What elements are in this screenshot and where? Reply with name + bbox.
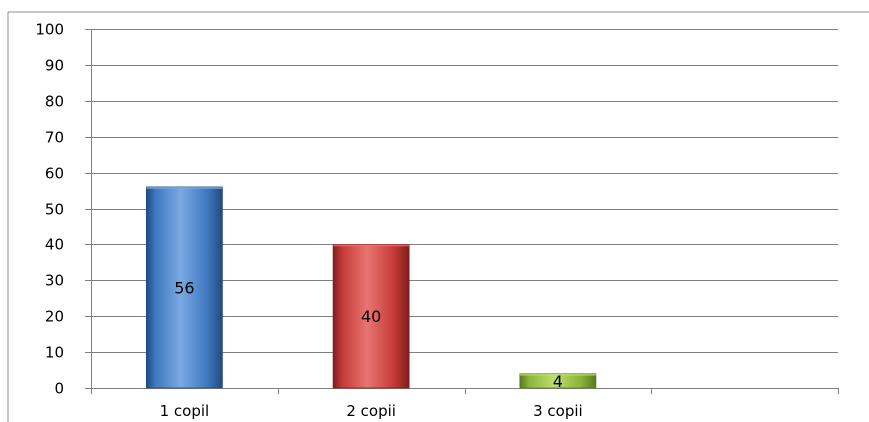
y-tick-label: 30 xyxy=(45,272,64,290)
bar-1-highlight xyxy=(146,186,223,189)
bar-2 xyxy=(332,243,410,389)
x-category-label: 2 copii xyxy=(346,402,396,420)
data-label-3: 4 xyxy=(553,372,563,391)
bars xyxy=(145,186,597,389)
y-tick-label: 90 xyxy=(45,57,64,75)
x-category-label: 1 copil xyxy=(160,402,210,420)
y-tick-label: 100 xyxy=(35,21,64,39)
y-tick-label: 80 xyxy=(45,93,64,111)
data-label-1: 56 xyxy=(174,278,194,297)
bar-1 xyxy=(145,186,223,389)
data-label-2: 40 xyxy=(361,307,381,326)
y-tick-label: 50 xyxy=(45,201,64,219)
bar-2-highlight xyxy=(333,244,410,247)
y-tick-labels: 0 10 20 30 40 50 60 70 80 90 100 xyxy=(35,21,64,398)
bar-3-highlight xyxy=(519,373,596,376)
y-tick-label: 70 xyxy=(45,129,64,147)
y-tick-label: 20 xyxy=(45,308,64,326)
axes xyxy=(85,29,839,394)
y-tick-label: 40 xyxy=(45,236,64,254)
chart-frame xyxy=(7,11,869,422)
data-labels: 56 40 4 xyxy=(174,278,563,390)
y-tick-label: 0 xyxy=(54,380,64,398)
y-tick-label: 10 xyxy=(45,344,64,362)
x-category-labels: 1 copil 2 copii 3 copii xyxy=(160,402,583,420)
y-tick-label: 60 xyxy=(45,165,64,183)
x-category-label: 3 copii xyxy=(533,402,583,420)
